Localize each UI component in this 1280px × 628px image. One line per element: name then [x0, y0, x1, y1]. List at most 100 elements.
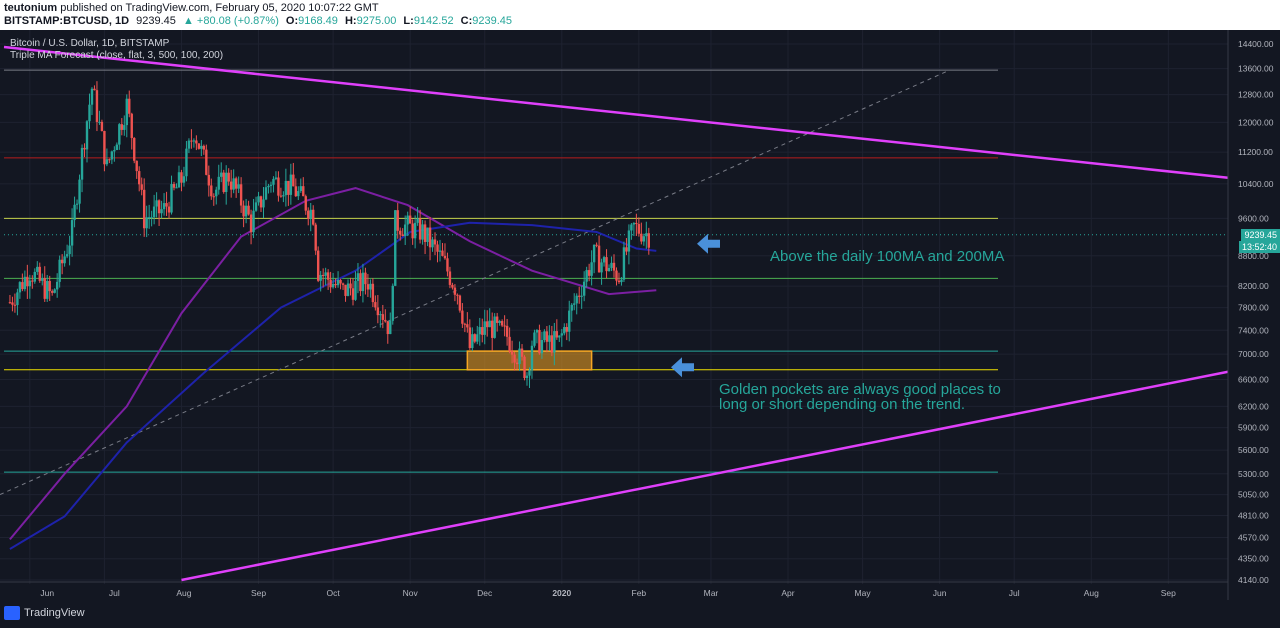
candle-body	[443, 255, 447, 259]
candle-body	[210, 185, 213, 197]
candle-body	[575, 295, 578, 304]
candle-body	[192, 140, 196, 142]
candle-body	[28, 280, 32, 287]
candle-body	[212, 196, 215, 198]
arrow-golden-pocket-icon	[671, 357, 694, 378]
candle-body	[309, 209, 312, 219]
candle-body	[227, 172, 230, 182]
legend-indicator[interactable]: Triple MA Forecast (close, flat, 3, 500,…	[10, 50, 224, 61]
candle-body	[538, 330, 541, 354]
candle-body	[428, 227, 432, 248]
lower-trendline	[181, 370, 1229, 582]
candle-body	[468, 327, 472, 349]
candle-body	[563, 327, 566, 334]
publish-line: teutonium published on TradingView.com, …	[4, 2, 379, 14]
candle-body	[299, 186, 302, 192]
candle-body	[225, 172, 228, 192]
y-tick-label: 5300.00	[1238, 469, 1269, 479]
candle-body	[421, 224, 424, 240]
candle-body	[277, 177, 280, 196]
candle-body	[523, 356, 526, 379]
candle-body	[399, 230, 402, 235]
x-tick-label: May	[855, 588, 872, 598]
chart-area[interactable]: 14400.00 13600.00 12800.00 12000.00 11200.00…	[0, 30, 1280, 600]
candle-body	[145, 217, 148, 229]
candle-body	[413, 222, 417, 239]
candle-body	[505, 325, 509, 337]
candle-body	[98, 121, 101, 123]
x-tick-label: Jul	[109, 588, 120, 598]
candle-body	[195, 140, 198, 144]
author-name[interactable]: teutonium	[4, 2, 58, 14]
candle-body	[376, 307, 380, 316]
candle-body	[78, 179, 81, 204]
candle-body	[560, 333, 563, 336]
candle-body	[359, 273, 362, 292]
low-value: 9142.52	[413, 15, 454, 27]
candle-body	[197, 143, 201, 149]
candle-body	[590, 262, 593, 276]
tradingview-logo[interactable]: TradingView	[4, 606, 85, 620]
candle-body	[379, 314, 382, 316]
golden-pocket-annotation-line2: long or short depending on the trend.	[719, 396, 966, 413]
x-tick-label: Aug	[1084, 588, 1099, 598]
price-change: ▲ +80.08 (+0.87%)	[182, 15, 279, 27]
candle-body	[130, 113, 133, 138]
candle-body	[488, 320, 491, 328]
candle-body	[152, 206, 156, 218]
candle-body	[627, 230, 631, 252]
y-tick-label: 4810.00	[1238, 511, 1269, 521]
candle-body	[23, 276, 27, 290]
candle-body	[68, 245, 71, 255]
candle-body	[510, 351, 514, 355]
candle-body	[530, 345, 534, 371]
candle-body	[339, 280, 342, 284]
candle-body	[366, 284, 370, 290]
candle-body	[182, 176, 186, 183]
last-price: 9239.45	[136, 15, 176, 27]
candle-body	[386, 321, 389, 335]
candle-body	[312, 209, 315, 225]
candle-body	[287, 180, 290, 195]
candle-body	[272, 178, 275, 185]
countdown-tag: 13:52:40	[1238, 241, 1280, 253]
candle-body	[239, 184, 243, 206]
y-tick-label: 4350.00	[1238, 554, 1269, 564]
candle-body	[622, 247, 626, 280]
candle-body	[336, 280, 340, 286]
candle-body	[249, 214, 253, 233]
candle-body	[341, 283, 345, 285]
y-tick-label: 13600.00	[1238, 64, 1274, 74]
candle-body	[406, 215, 409, 225]
y-tick-label: 9600.00	[1238, 213, 1269, 223]
candle-body	[252, 210, 255, 233]
candle-body	[205, 149, 208, 175]
y-tick-label: 7000.00	[1238, 349, 1269, 359]
price-chart[interactable]: 14400.00 13600.00 12800.00 12000.00 11200.00…	[0, 30, 1280, 600]
candle-body	[26, 276, 29, 287]
candle-body	[550, 335, 554, 353]
y-tick-label: 6200.00	[1238, 401, 1269, 411]
candle-body	[391, 285, 394, 321]
candle-body	[612, 262, 616, 271]
candle-body	[8, 302, 12, 304]
y-tick-label: 7800.00	[1238, 303, 1269, 313]
candle-body	[307, 210, 310, 219]
candle-body	[167, 206, 171, 213]
candle-body	[453, 287, 457, 295]
candle-body	[267, 185, 270, 188]
x-tick-label: Feb	[632, 588, 647, 598]
candle-body	[349, 283, 352, 289]
candle-body	[466, 324, 469, 328]
candle-body	[73, 204, 76, 221]
x-tick-label: 2020	[552, 588, 571, 598]
candle-body	[401, 234, 404, 236]
candle-body	[13, 304, 17, 306]
candle-body	[498, 321, 501, 323]
candle-body	[302, 186, 305, 197]
y-tick-label: 6600.00	[1238, 374, 1269, 384]
candle-body	[463, 323, 467, 325]
candle-body	[95, 90, 99, 122]
candle-body	[500, 321, 504, 326]
candle-body	[642, 236, 646, 242]
